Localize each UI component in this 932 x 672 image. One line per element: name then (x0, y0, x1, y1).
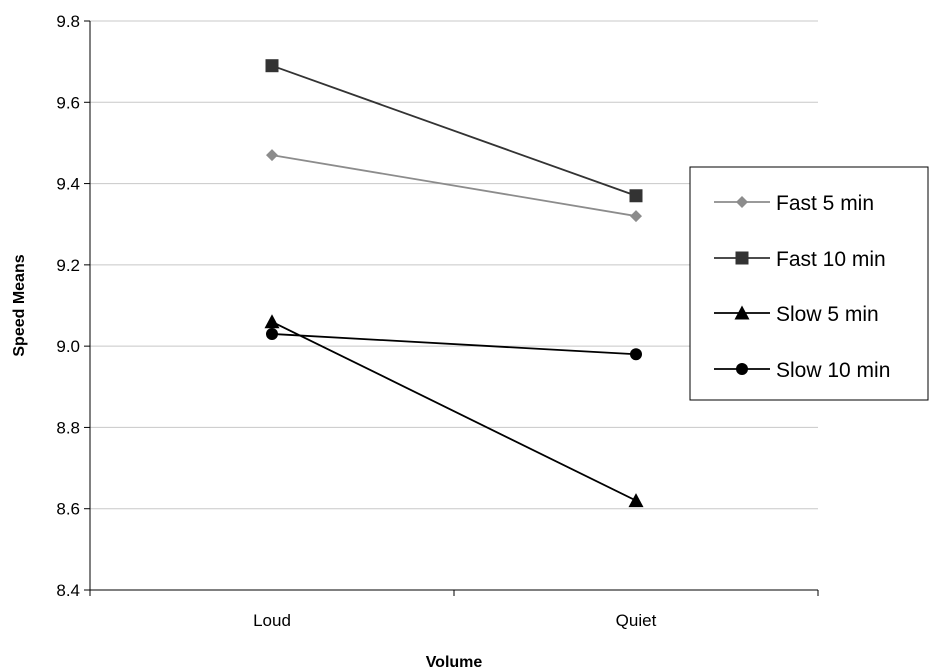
series-3 (266, 327, 642, 361)
series-line (271, 333, 637, 356)
data-point-diamond (266, 149, 278, 162)
legend-label: Slow 5 min (776, 303, 879, 326)
y-axis-ticks: 8.4 8.6 8.8 9.0 9.2 9.4 9.6 9.8 (56, 12, 90, 600)
y-tick-label: 9.2 (56, 256, 80, 275)
y-tick-label: 9.6 (56, 93, 80, 112)
data-point-diamond (630, 210, 642, 223)
legend-item: Slow 5 min (714, 303, 879, 326)
y-tick-label: 8.8 (56, 418, 80, 437)
y-tick-label: 9.4 (56, 175, 80, 194)
legend-marker-diamond (736, 196, 748, 208)
legend-label: Fast 10 min (776, 248, 886, 271)
y-tick-label: 9.0 (56, 337, 80, 356)
legend-box (689, 166, 929, 401)
series-line (271, 154, 637, 217)
legend-item: Fast 5 min (714, 192, 874, 215)
legend-item: Slow 10 min (714, 359, 890, 382)
x-axis-title: Volume (426, 654, 483, 671)
series-2 (264, 314, 644, 508)
legend-marker-triangle (734, 305, 750, 320)
x-tick-label: Quiet (616, 611, 657, 630)
legend: Fast 5 min Fast 10 min Slow 5 min Slow 10 m… (689, 166, 929, 401)
data-point-circle (630, 348, 642, 361)
legend-marker-square (735, 251, 749, 265)
gridlines (90, 20, 818, 510)
y-tick-label: 8.4 (56, 581, 80, 600)
y-tick-label: 9.8 (56, 12, 80, 31)
data-point-triangle (264, 314, 280, 329)
x-axis-ticks: Loud Quiet (89, 590, 819, 630)
data-point-triangle (628, 493, 644, 508)
series-0 (266, 149, 642, 223)
series-group (264, 59, 644, 508)
x-tick-label: Loud (253, 611, 291, 630)
series-1 (265, 59, 643, 203)
legend-item: Fast 10 min (714, 248, 886, 271)
legend-marker-circle (736, 363, 748, 375)
series-line (271, 320, 637, 502)
legend-label: Fast 5 min (776, 192, 874, 215)
y-axis-title: Speed Means (11, 254, 28, 356)
data-point-square (265, 59, 279, 73)
data-point-circle (266, 327, 278, 340)
series-line (271, 64, 637, 197)
data-point-square (629, 189, 643, 203)
y-tick-label: 8.6 (56, 500, 80, 519)
legend-label: Slow 10 min (776, 359, 890, 382)
